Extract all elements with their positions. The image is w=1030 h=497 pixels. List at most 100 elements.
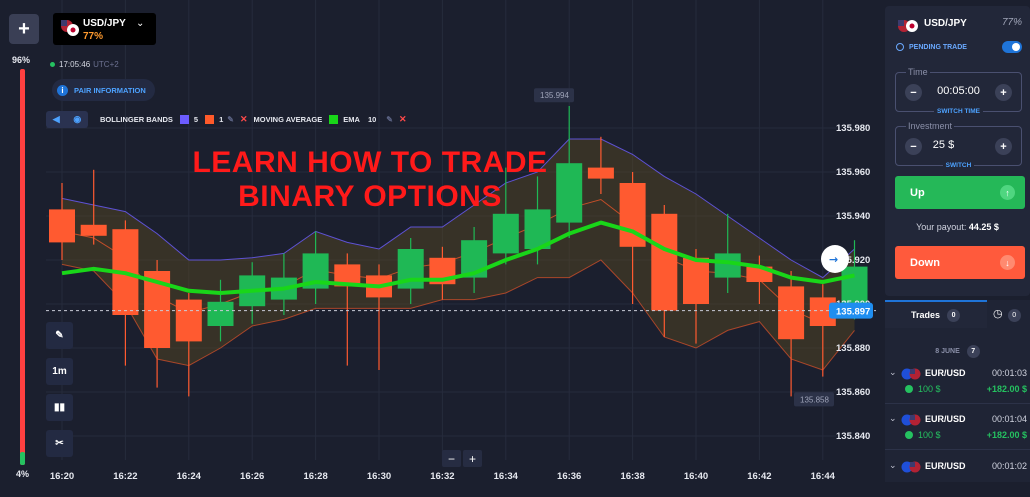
eur-usd-flag-icon: [901, 414, 921, 426]
edit-bollinger-icon[interactable]: ✎: [227, 115, 234, 124]
ema-color[interactable]: [329, 115, 339, 124]
history-tab-icon[interactable]: ◷ 0: [993, 307, 1021, 322]
candle-body: [778, 286, 805, 340]
trade-row[interactable]: ⌄ EUR/USD 00:01:03 100 $ +182.00 $: [885, 364, 1030, 404]
investment-field[interactable]: Investment − 25 $ + SWITCH: [895, 121, 1022, 169]
left-toolbar: + 96% 4%: [0, 0, 46, 482]
edit-ema-icon[interactable]: ✎: [386, 115, 393, 124]
x-tick-label: 16:34: [494, 471, 519, 482]
server-clock: 17:05:46 UTC+2: [50, 60, 119, 69]
trades-count-badge: 0: [947, 308, 961, 322]
x-tick-label: 16:42: [747, 471, 771, 482]
switch-investment-link[interactable]: SWITCH: [896, 154, 1021, 172]
usd-jpy-flag-icon: [61, 20, 79, 36]
pending-trade-label: PENDING TRADE: [896, 43, 967, 51]
x-axis: 16:20 16:22 16:24 16:26 16:28 16:30 16:32 16:34…: [50, 471, 836, 482]
x-tick-label: 16:44: [811, 471, 836, 482]
switch-time-link[interactable]: SWITCH TIME: [896, 100, 1021, 118]
candle-body: [683, 257, 709, 304]
trade-time: 00:01:04: [991, 414, 1027, 424]
bollinger-color-2[interactable]: [205, 115, 215, 124]
indicator-toggle[interactable]: ◀ ◉: [46, 111, 88, 128]
up-button[interactable]: Up ↑: [895, 176, 1025, 209]
investment-decrease-button[interactable]: −: [905, 138, 922, 155]
bollinger-color-1[interactable]: [179, 115, 189, 124]
headline-line-2: BINARY OPTIONS: [238, 180, 502, 213]
y-tick-label: 135.960: [836, 167, 870, 178]
interval-button[interactable]: 1m: [46, 358, 73, 385]
trade-row[interactable]: ⌄ EUR/USD 00:01:02: [885, 457, 1030, 497]
investment-value[interactable]: 25 $: [932, 139, 955, 151]
trade-panel: USD/JPY 77% PENDING TRADE Time − 00:05:0…: [885, 6, 1030, 296]
headline-line-1: LEARN HOW TO TRADE: [192, 146, 548, 179]
pair-information-label: PAIR INFORMATION: [74, 85, 146, 95]
history-count-badge: 0: [1007, 309, 1021, 322]
trade-pair: EUR/USD: [925, 461, 966, 471]
pencil-icon: ✎: [55, 330, 64, 341]
zoom-controls: − +: [442, 450, 484, 467]
sentiment-bar-up: [20, 452, 25, 465]
chevron-down-icon[interactable]: ⌄: [889, 413, 897, 423]
trade-row[interactable]: ⌄ EUR/USD 00:01:04 100 $ +182.00 $: [885, 410, 1030, 450]
trade-pair: EUR/USD: [925, 368, 966, 378]
time-value[interactable]: 00:05:00: [937, 85, 980, 97]
ema-type: EMA: [343, 115, 360, 124]
time-increase-button[interactable]: +: [995, 84, 1012, 101]
trade-profit: +182.00 $: [986, 384, 1027, 394]
candle-body: [714, 253, 741, 278]
x-tick-label: 16:20: [50, 471, 74, 482]
chevron-down-icon[interactable]: ⌄: [889, 367, 897, 377]
draw-tool-button[interactable]: ✎: [46, 322, 73, 349]
pair-information-button[interactable]: i PAIR INFORMATION: [52, 79, 155, 101]
zoom-in-button[interactable]: +: [463, 450, 482, 467]
y-tick-label: 135.920: [836, 255, 870, 266]
arrow-right-icon: →: [829, 253, 838, 266]
chevron-down-icon[interactable]: ⌄: [889, 460, 897, 470]
eur-usd-flag-icon: [901, 368, 921, 380]
zoom-out-button[interactable]: −: [442, 450, 461, 467]
y-tick-label: 135.940: [836, 211, 870, 222]
pending-trade-toggle[interactable]: [1002, 41, 1022, 53]
clock-time: 17:05:46: [59, 60, 91, 69]
candle-body: [207, 301, 234, 326]
y-tick-label: 135.980: [836, 123, 870, 134]
indicators-button[interactable]: ✂: [46, 430, 73, 457]
down-button[interactable]: Down ↓: [895, 246, 1025, 279]
y-tick-label: 135.880: [836, 343, 870, 354]
y-axis: 135.980135.960135.940135.920135.900135.8…: [534, 88, 873, 442]
candle-body: [49, 209, 75, 243]
high-marker: [534, 88, 574, 103]
arrow-up-icon: ↑: [1000, 185, 1015, 200]
trade-profit: +182.00 $: [986, 430, 1027, 440]
investment-label: Investment: [906, 121, 955, 131]
tab-trades[interactable]: Trades 0: [885, 300, 987, 328]
ema-period: 10: [367, 115, 377, 124]
trades-date-count: 7: [966, 345, 980, 358]
tools-icon: ✂: [55, 438, 64, 449]
sentiment-down-percent: 96%: [12, 55, 31, 65]
time-decrease-button[interactable]: −: [905, 84, 922, 101]
add-chart-button[interactable]: +: [9, 14, 39, 44]
investment-increase-button[interactable]: +: [995, 138, 1012, 155]
time-field[interactable]: Time − 00:05:00 + SWITCH TIME: [895, 67, 1022, 115]
x-tick-label: 16:32: [430, 471, 454, 482]
scroll-to-now-button[interactable]: [821, 245, 849, 273]
bollinger-label: BOLLINGER BANDS: [100, 115, 173, 124]
sentiment-bar: [20, 69, 25, 465]
switch-investment-text: SWITCH: [942, 162, 975, 169]
remove-ema-icon[interactable]: ✕: [399, 114, 407, 124]
x-tick-label: 16:22: [113, 471, 137, 482]
x-tick-label: 16:26: [240, 471, 264, 482]
trade-time: 00:01:03: [991, 368, 1027, 378]
trades-date-label: 8 JUNE: [935, 348, 960, 355]
switch-time-text: SWITCH TIME: [934, 108, 983, 115]
pending-trade-text: PENDING TRADE: [909, 43, 967, 51]
low-marker-label: 135.858: [800, 395, 829, 404]
asset-selector[interactable]: USD/JPY 77% ⌄: [53, 13, 156, 45]
remove-bollinger-icon[interactable]: ✕: [239, 114, 248, 124]
asset-payout-percent: 77%: [83, 31, 104, 42]
chevron-down-icon: ⌄: [136, 18, 145, 29]
trade-time: 00:01:02: [991, 461, 1027, 471]
price-chart[interactable]: 135.980135.960135.940135.920135.900135.8…: [46, 0, 876, 482]
chart-type-button[interactable]: ▮▮: [46, 394, 73, 421]
